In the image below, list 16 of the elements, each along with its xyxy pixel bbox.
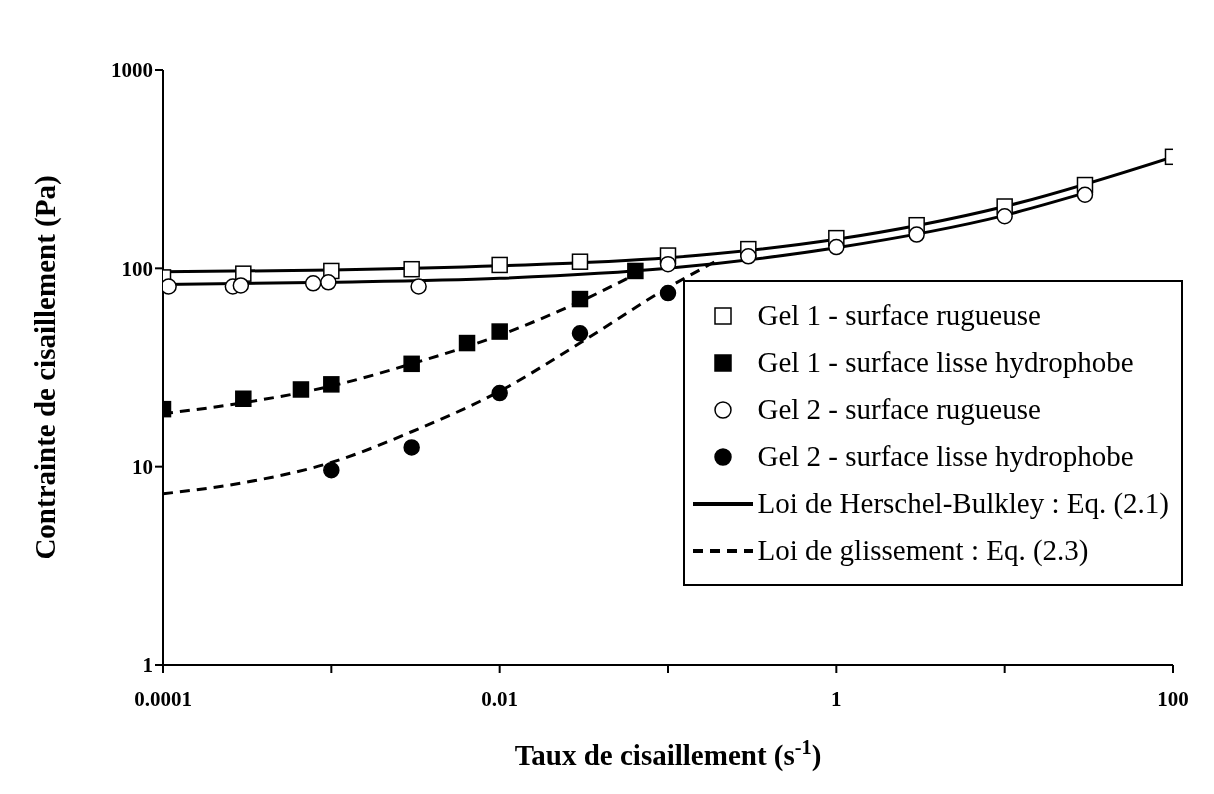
legend-label: Gel 1 - surface lisse hydrophobe bbox=[757, 346, 1134, 379]
y-tick-label: 10 bbox=[132, 455, 153, 480]
y-tick-label: 1000 bbox=[111, 58, 153, 83]
x-axis-title: Taux de cisaillement (s$^{-1}$) bbox=[514, 736, 822, 772]
x-tick-label: 0.0001 bbox=[134, 686, 192, 711]
x-tick-label: 0.01 bbox=[481, 686, 519, 711]
legend-label: Gel 2 - surface rugueuse bbox=[757, 393, 1041, 426]
legend-label: Gel 2 - surface lisse hydrophobe bbox=[757, 440, 1134, 473]
y-tick-label: 1 bbox=[142, 653, 153, 678]
legend-label: Loi de glissement : Eq. (2.3) bbox=[757, 534, 1089, 567]
x-tick-label: 100 bbox=[1157, 686, 1189, 711]
x-tick-label: 1 bbox=[831, 686, 842, 711]
legend-label: Loi de Herschel-Bulkley : Eq. (2.1) bbox=[757, 487, 1169, 520]
legend-label: Gel 1 - surface rugueuse bbox=[757, 299, 1041, 332]
y-tick-label: 100 bbox=[121, 256, 153, 281]
y-axis-title: Contrainte de cisaillement (Pa) bbox=[29, 175, 62, 560]
